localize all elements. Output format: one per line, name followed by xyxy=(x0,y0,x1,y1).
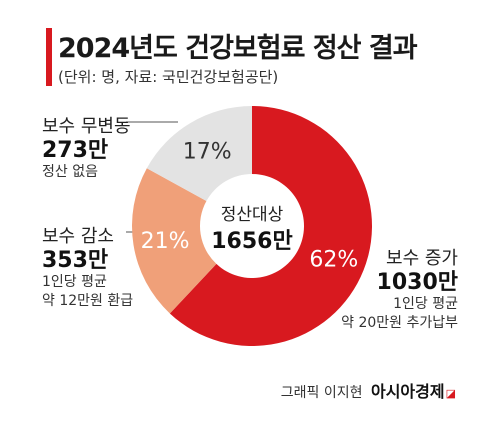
brand-mark-icon: ◪ xyxy=(445,387,456,400)
label-unchanged-note-1: 정산 없음 xyxy=(42,164,98,181)
graphic-credit: 그래픽 이지현 아시아경제◪ xyxy=(281,378,456,402)
label-decrease-name: 보수 감소 xyxy=(42,226,114,247)
label-increase-name: 보수 증가 xyxy=(386,248,458,269)
label-increase-note-2: 약 20만원 추가납부 xyxy=(341,315,458,332)
center-value: 1656만 xyxy=(211,229,292,254)
donut-slice-0 xyxy=(169,106,373,346)
credit-text: 그래픽 이지현 xyxy=(280,385,363,401)
title-accent-bar xyxy=(46,28,52,86)
label-unchanged-name: 보수 무변동 xyxy=(42,116,131,137)
page-title: 2024년도 건강보험료 정산 결과 xyxy=(58,33,418,64)
label-unchanged-count: 273만 xyxy=(42,138,109,163)
slice-percent-label-1: 21% xyxy=(141,229,190,254)
label-increase-note-1: 1인당 평균 xyxy=(393,296,458,313)
brand-logo: 아시아경제 xyxy=(370,382,445,401)
label-decrease: 보수 감소 353만 1인당 평균 약 12만원 환급 xyxy=(42,222,133,311)
donut-slice-1 xyxy=(132,168,217,314)
label-decrease-note-2: 약 12만원 환급 xyxy=(42,293,134,310)
source-note: (단위: 명, 자료: 국민건강보험공단) xyxy=(58,68,279,86)
center-label: 정산대상 xyxy=(221,205,284,225)
label-decrease-note-1: 1인당 평균 xyxy=(42,274,107,291)
slice-percent-label-0: 62% xyxy=(309,247,358,272)
label-decrease-count: 353만 xyxy=(42,248,109,273)
donut-slice-2 xyxy=(146,106,252,201)
label-increase: 보수 증가 1030만 1인당 평균 약 20만원 추가납부 xyxy=(341,244,458,333)
slice-percent-label-2: 17% xyxy=(183,139,232,164)
label-increase-count: 1030만 xyxy=(376,270,458,295)
label-unchanged: 보수 무변동 273만 정산 없음 xyxy=(42,112,131,182)
